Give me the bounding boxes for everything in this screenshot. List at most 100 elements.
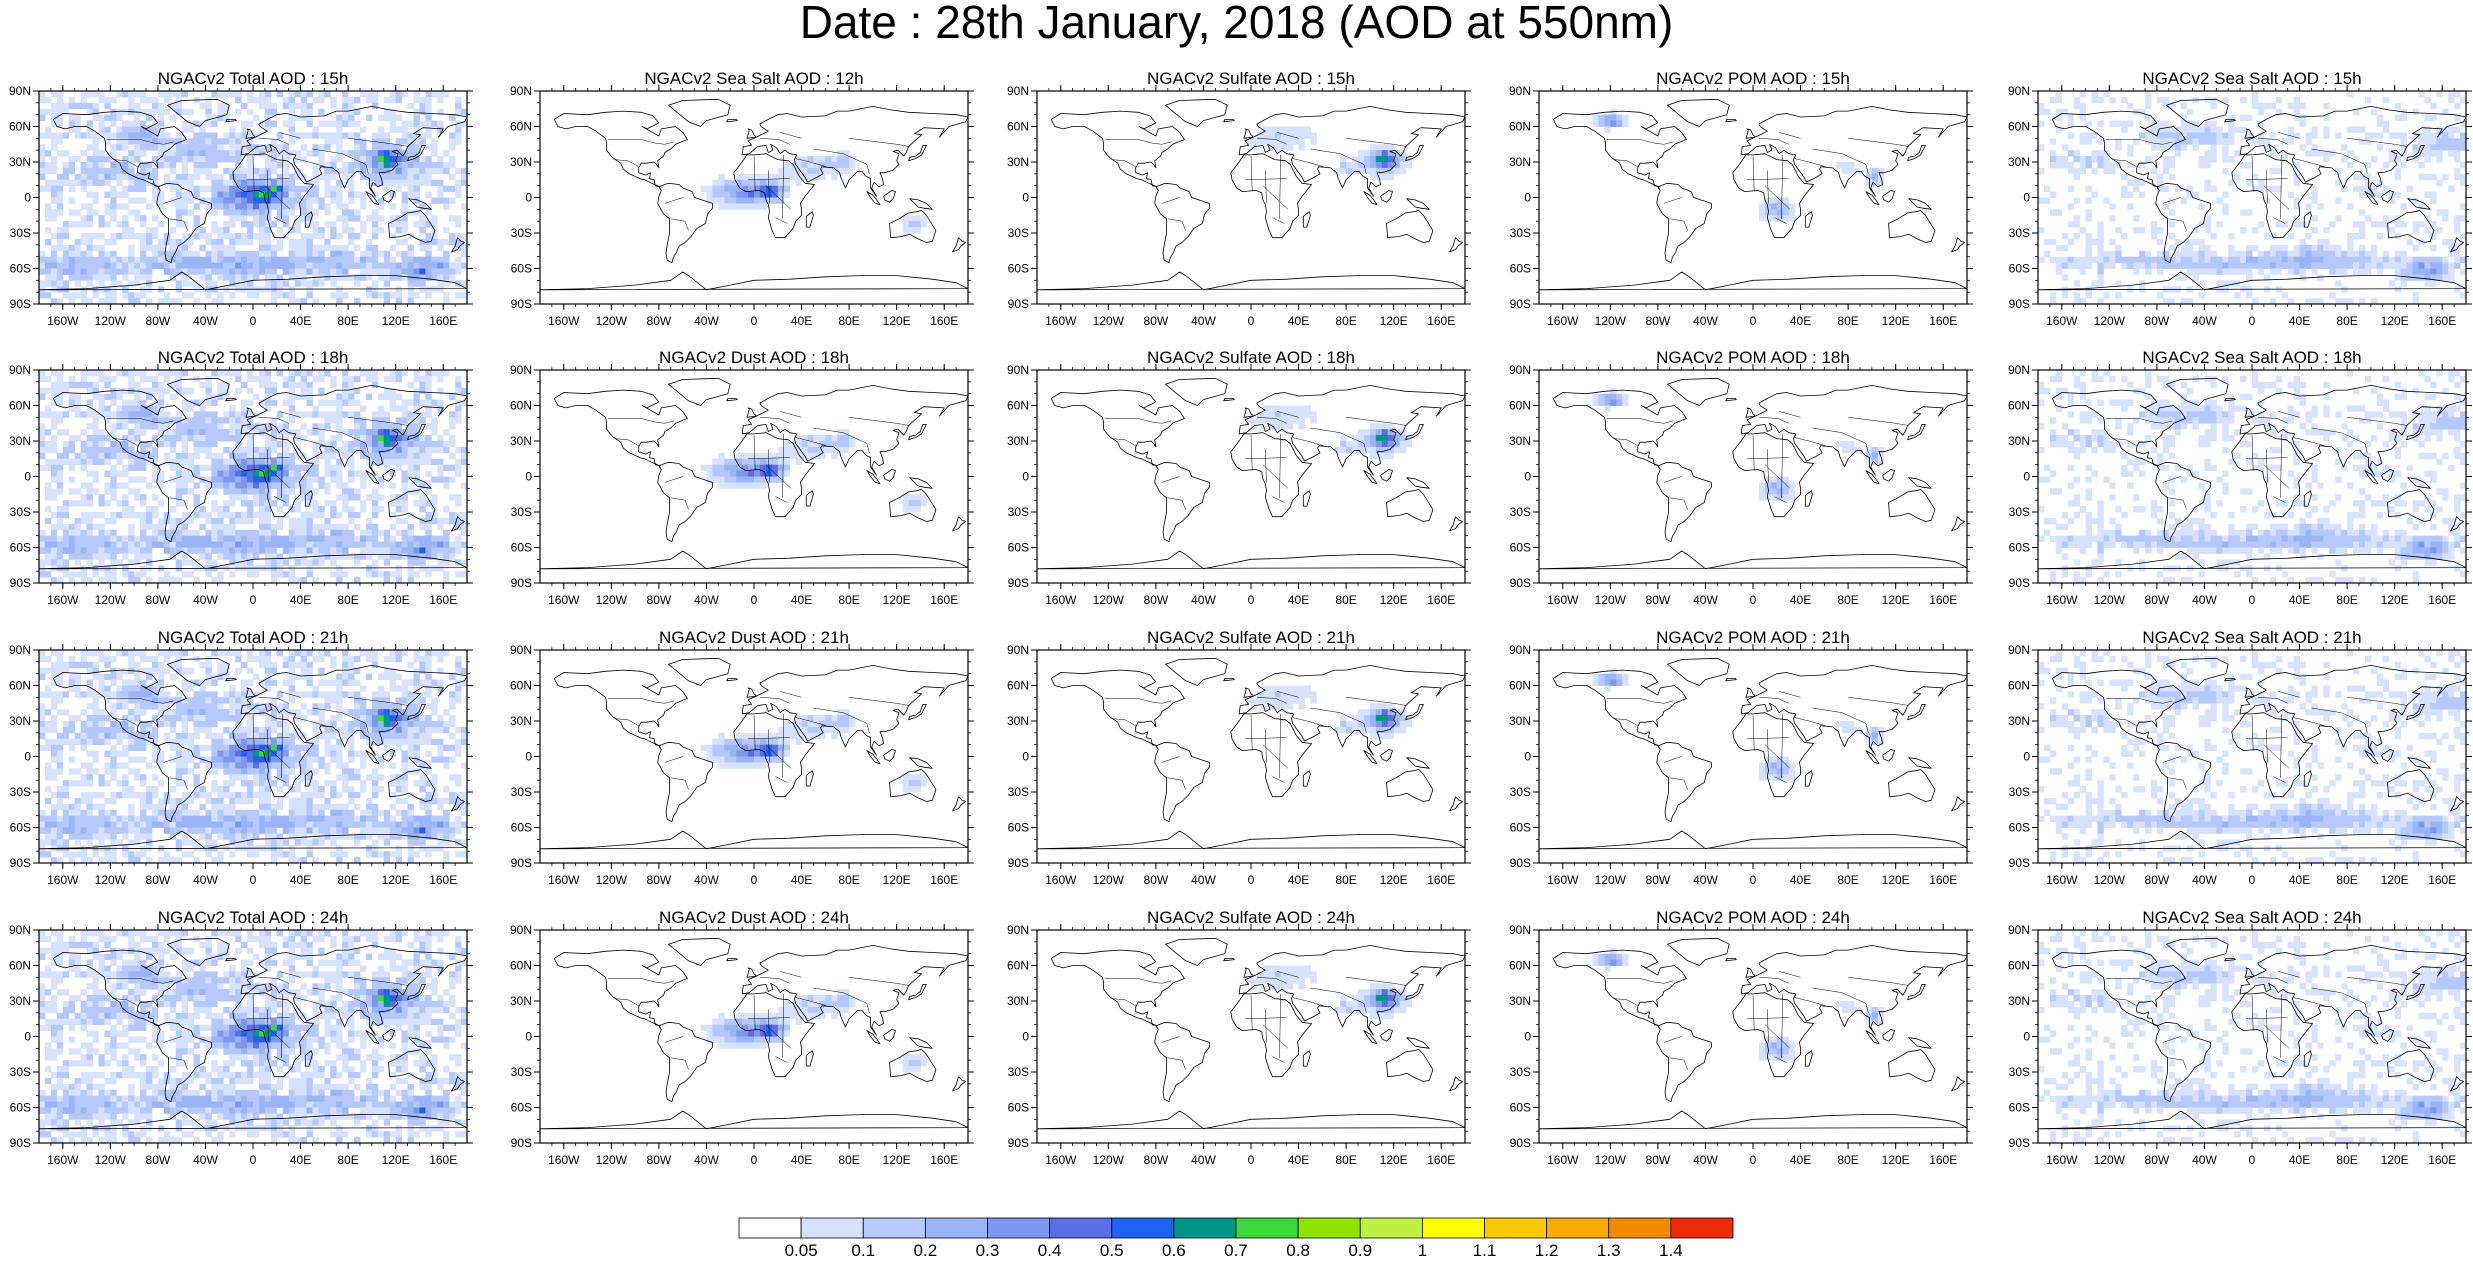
lat-tick-label: 60N	[9, 399, 31, 413]
lon-tick-label: 120E	[1882, 873, 1910, 887]
lon-tick-label: 0	[1750, 314, 1757, 328]
lat-tick-label: 30S	[2009, 505, 2030, 519]
lat-tick-label: 90S	[10, 856, 31, 870]
lon-tick-label: 40W	[193, 1153, 218, 1167]
lat-tick-label: 30S	[10, 505, 31, 519]
lat-tick-label: 30S	[1008, 505, 1029, 519]
lon-tick-label: 80E	[1335, 314, 1356, 328]
lat-tick-label: 90S	[511, 1136, 532, 1150]
lon-tick-label: 160E	[429, 1153, 457, 1167]
lon-tick-label: 120W	[2094, 873, 2126, 887]
lon-tick-label: 40E	[290, 314, 311, 328]
lat-tick-label: 0	[24, 470, 31, 484]
lat-tick-label: 90S	[511, 576, 532, 590]
lat-tick-label: 30N	[510, 434, 532, 448]
lon-tick-label: 160W	[1547, 593, 1579, 607]
lon-tick-label: 160E	[1427, 873, 1455, 887]
lon-tick-label: 80E	[1335, 873, 1356, 887]
lon-tick-label: 120E	[1380, 1153, 1408, 1167]
lon-tick-label: 120W	[2094, 593, 2126, 607]
colorbar-swatch	[739, 1218, 801, 1238]
lon-tick-label: 40E	[290, 1153, 311, 1167]
lat-tick-label: 60S	[1008, 1101, 1029, 1115]
lon-tick-label: 160W	[47, 314, 79, 328]
lat-tick-label: 90N	[2008, 923, 2030, 937]
lon-tick-label: 120W	[1595, 314, 1627, 328]
lon-tick-label: 120W	[596, 593, 628, 607]
lon-tick-label: 160W	[2046, 873, 2078, 887]
lat-tick-label: 90N	[1509, 363, 1531, 377]
lon-tick-label: 80W	[146, 873, 171, 887]
lat-tick-label: 0	[525, 191, 532, 205]
lat-tick-label: 30S	[511, 1065, 532, 1079]
lon-tick-label: 120E	[382, 314, 410, 328]
lat-tick-label: 90N	[510, 923, 532, 937]
colorbar-swatch	[1050, 1218, 1112, 1238]
lon-tick-label: 40W	[193, 873, 218, 887]
lat-tick-label: 60S	[511, 821, 532, 835]
lat-tick-label: 90N	[2008, 643, 2030, 657]
lon-tick-label: 120E	[1380, 593, 1408, 607]
lat-tick-label: 0	[1022, 470, 1029, 484]
lat-tick-label: 90S	[2009, 297, 2030, 311]
lon-tick-label: 80W	[1646, 314, 1671, 328]
lat-tick-label: 90S	[1510, 1136, 1531, 1150]
lat-tick-label: 60S	[1008, 262, 1029, 276]
lon-tick-label: 0	[2249, 593, 2256, 607]
lon-tick-label: 40W	[1191, 314, 1216, 328]
lat-tick-label: 60N	[510, 959, 532, 973]
lon-tick-label: 160W	[548, 873, 580, 887]
colorbar-swatch	[1298, 1218, 1360, 1238]
lon-tick-label: 80W	[647, 314, 672, 328]
lat-tick-label: 60S	[2009, 821, 2030, 835]
lat-tick-label: 0	[24, 191, 31, 205]
lat-tick-label: 30S	[511, 505, 532, 519]
lon-tick-label: 0	[1750, 873, 1757, 887]
lon-tick-label: 160W	[2046, 1153, 2078, 1167]
lon-tick-label: 160E	[1427, 593, 1455, 607]
lon-tick-label: 80E	[838, 873, 859, 887]
lat-tick-label: 60N	[2008, 120, 2030, 134]
colorbar-label: 0.3	[976, 1241, 1000, 1260]
colorbar-swatch	[1174, 1218, 1236, 1238]
colorbar-label: 1.1	[1473, 1241, 1497, 1260]
lon-tick-label: 80E	[1837, 1153, 1858, 1167]
lon-tick-label: 80E	[2336, 873, 2357, 887]
lat-tick-label: 0	[525, 750, 532, 764]
lon-tick-label: 80W	[647, 1153, 672, 1167]
lon-tick-label: 0	[1750, 593, 1757, 607]
lat-tick-label: 60S	[511, 541, 532, 555]
colorbar-label: 0.2	[914, 1241, 938, 1260]
lat-tick-label: 60N	[1509, 679, 1531, 693]
colorbar-swatch	[1609, 1218, 1671, 1238]
lon-tick-label: 40W	[1693, 873, 1718, 887]
colorbar-swatch	[863, 1218, 925, 1238]
lat-tick-label: 90N	[2008, 84, 2030, 98]
lon-tick-label: 80W	[1646, 873, 1671, 887]
colorbar-label: 0.8	[1286, 1241, 1310, 1260]
lon-tick-label: 160E	[1929, 593, 1957, 607]
lon-tick-label: 40E	[2289, 873, 2310, 887]
lat-tick-label: 60N	[2008, 679, 2030, 693]
lat-tick-label: 90N	[1007, 363, 1029, 377]
colorbar-label: 1.4	[1659, 1241, 1683, 1260]
lon-tick-label: 40W	[2192, 314, 2217, 328]
lat-tick-label: 30S	[2009, 1065, 2030, 1079]
lon-tick-label: 40E	[290, 593, 311, 607]
lon-tick-label: 120E	[382, 1153, 410, 1167]
lat-tick-label: 60S	[1008, 541, 1029, 555]
lat-tick-label: 90S	[2009, 856, 2030, 870]
lon-tick-label: 80E	[1837, 873, 1858, 887]
lon-tick-label: 40W	[694, 314, 719, 328]
lon-tick-label: 80E	[838, 314, 859, 328]
lon-tick-label: 40W	[1693, 593, 1718, 607]
lat-tick-label: 30N	[9, 714, 31, 728]
